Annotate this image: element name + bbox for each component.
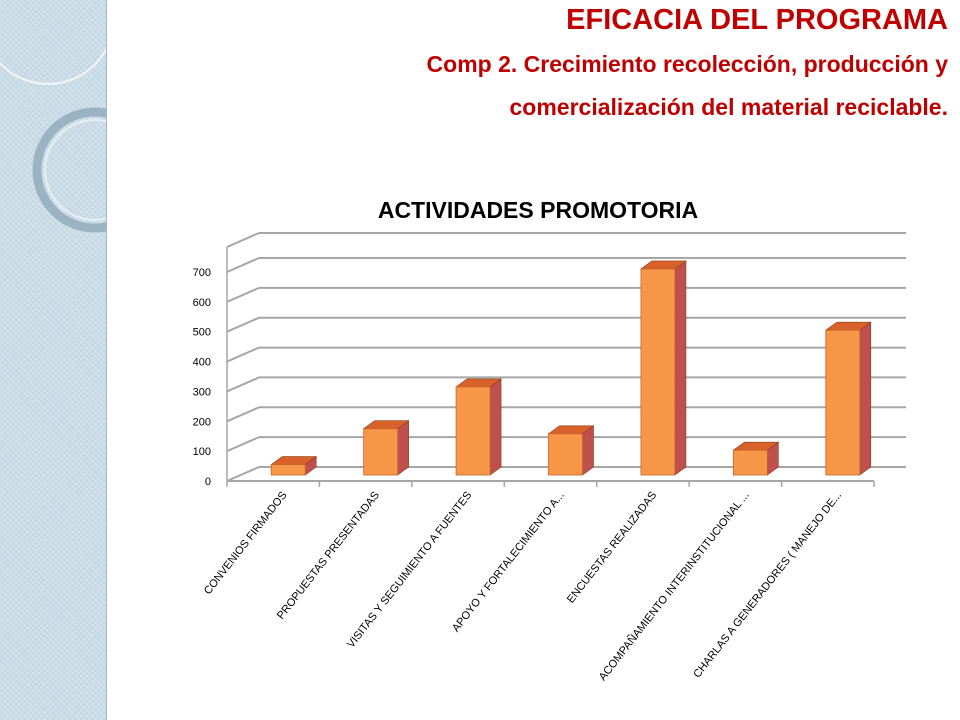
y-tick-label: 100 xyxy=(193,446,211,458)
y-tick-label: 200 xyxy=(193,416,211,428)
bar xyxy=(824,321,872,476)
gridline-side xyxy=(226,257,260,273)
decorative-circle-large xyxy=(0,47,106,85)
gridline-side xyxy=(226,406,260,423)
bar xyxy=(270,455,318,476)
gridline-side xyxy=(226,376,260,393)
y-tick-label: 0 xyxy=(205,476,211,488)
bar-front xyxy=(455,386,491,476)
gridline-side xyxy=(226,436,260,453)
y-tick-label: 600 xyxy=(193,297,211,309)
bar-side xyxy=(582,425,594,476)
bar-front xyxy=(270,464,306,476)
decorative-sidebar xyxy=(0,0,107,720)
bar-layer xyxy=(270,260,872,476)
bar-front xyxy=(363,428,399,476)
bar-side xyxy=(859,321,872,476)
slide-title: EFICACIA DEL PROGRAMA xyxy=(566,4,948,36)
y-tick-label: 700 xyxy=(193,267,211,279)
gridline-side xyxy=(226,232,260,248)
gridline-side xyxy=(226,316,260,333)
decorative-circle-inner xyxy=(44,119,106,221)
slide-subtitle-line1: Comp 2. Crecimiento recolección, producc… xyxy=(426,51,948,77)
decorative-circle-ring xyxy=(32,107,106,233)
axis-layer xyxy=(226,247,875,487)
slide-subtitle-line2: comercialización del material reciclable… xyxy=(509,94,949,120)
gridline-side xyxy=(226,466,260,482)
slide-header: EFICACIA DEL PROGRAMA Comp 2. Crecimient… xyxy=(0,0,960,150)
x-category-label: APOYO Y FORTALECIMIENTO A... xyxy=(450,489,567,634)
bar-front xyxy=(640,268,676,476)
gridline-side xyxy=(226,286,260,303)
bar xyxy=(362,420,410,476)
x-category-label: ENCUESTAS REALIZADAS xyxy=(565,489,659,605)
gridline-side xyxy=(226,346,260,363)
bar xyxy=(455,378,502,476)
bar-front xyxy=(825,329,861,476)
bar-side xyxy=(674,260,687,476)
x-category-label: ACOMPAÑAMIENTO INTERINSTITUCIONAL ... xyxy=(596,489,752,683)
bar-front xyxy=(548,433,583,476)
bar xyxy=(547,425,595,476)
bar-front xyxy=(732,449,768,476)
y-tick-label: 400 xyxy=(193,357,211,369)
x-category-label: CONVENIOS FIRMADOS xyxy=(202,489,290,597)
chart-title: ACTIVIDADES PROMOTORIA xyxy=(378,197,698,223)
decorative-circles xyxy=(0,47,106,233)
y-tick-label: 500 xyxy=(193,327,211,339)
bar-side xyxy=(397,420,409,476)
bar xyxy=(732,441,780,476)
x-category-label: CHARLAS A GENERADORES ( MANEJO DE... xyxy=(691,489,844,680)
bar-side xyxy=(489,378,502,476)
x-category-label: PROPUESTAS PRESENTADAS xyxy=(275,489,382,621)
grid-layer xyxy=(226,232,906,482)
bar xyxy=(640,260,687,476)
y-tick-label: 300 xyxy=(193,386,211,398)
